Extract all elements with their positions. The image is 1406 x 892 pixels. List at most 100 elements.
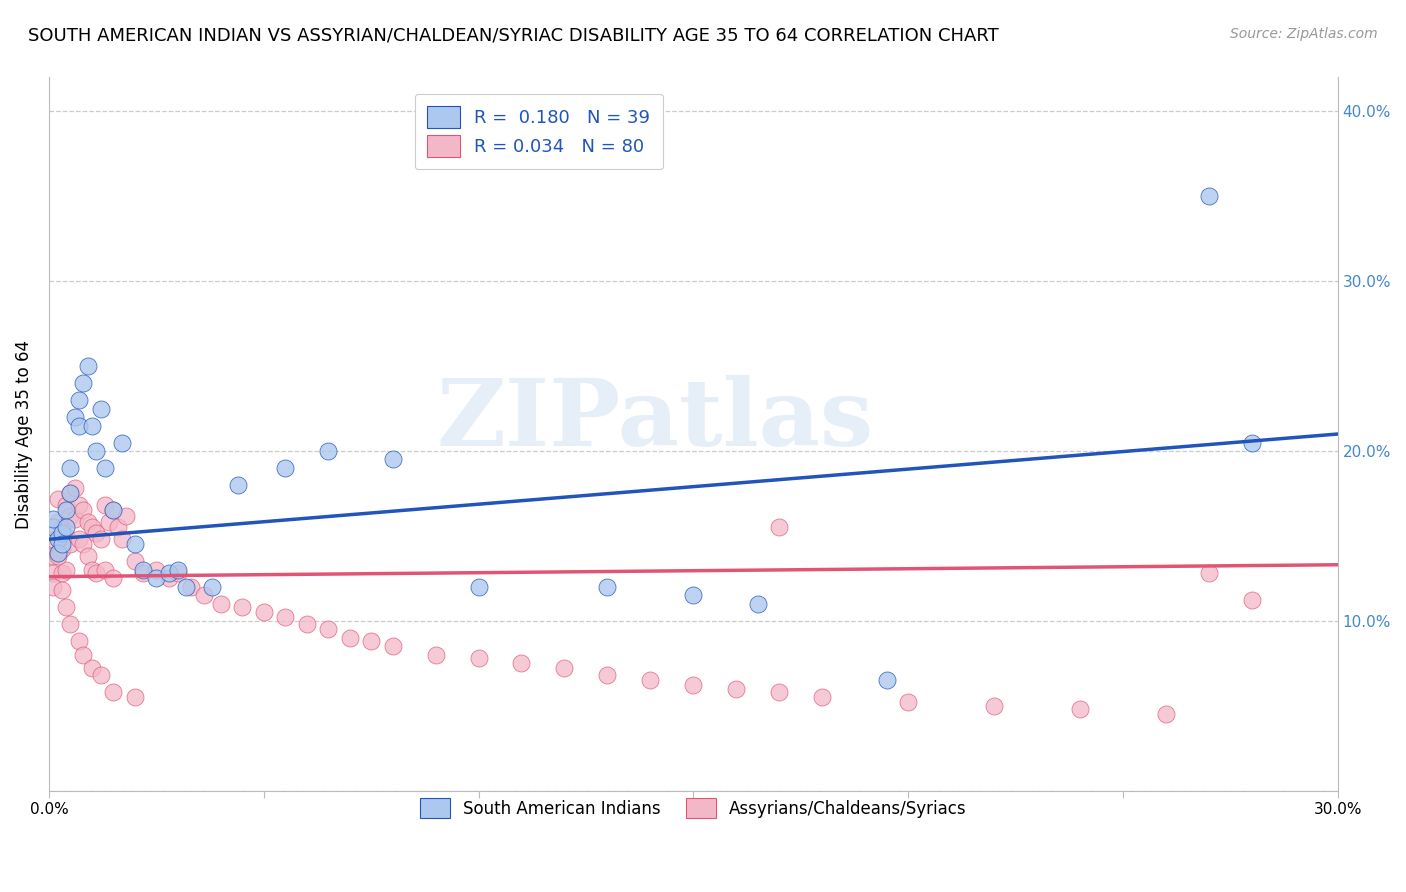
Point [72,376,94,390]
Point [42,520,65,534]
Point [811,690,834,705]
Point [103,571,125,585]
Point [103,685,125,699]
Point [132,566,155,581]
Point [682,678,704,692]
Point [768,520,790,534]
Text: SOUTH AMERICAN INDIAN VS ASSYRIAN/CHALDEAN/SYRIAC DISABILITY AGE 35 TO 64 CORREL: SOUTH AMERICAN INDIAN VS ASSYRIAN/CHALDE… [28,27,998,45]
Point [107,520,129,534]
Point [339,631,361,645]
Point [98,516,121,530]
Point [55,600,77,615]
Point [59,617,82,632]
Point [253,605,276,619]
Point [55,503,77,517]
Point [166,563,188,577]
Point [80,661,103,675]
Point [274,461,297,475]
Point [51,566,73,581]
Y-axis label: Disability Age 35 to 64: Disability Age 35 to 64 [15,340,32,529]
Point [157,566,180,581]
Point [94,461,117,475]
Point [89,668,111,682]
Point [67,634,90,648]
Point [46,516,69,530]
Point [67,533,90,547]
Text: Source: ZipAtlas.com: Source: ZipAtlas.com [1230,27,1378,41]
Point [381,640,404,654]
Point [42,580,65,594]
Point [89,401,111,416]
Point [124,690,146,705]
Point [553,661,575,675]
Point [103,503,125,517]
Point [51,525,73,540]
Point [59,537,82,551]
Point [76,359,98,373]
Point [59,461,82,475]
Point [747,597,769,611]
Point [94,499,117,513]
Legend: South American Indians, Assyrians/Chaldeans/Syriacs: South American Indians, Assyrians/Chalde… [413,791,973,825]
Point [63,481,86,495]
Text: ZIPatlas: ZIPatlas [436,375,873,465]
Point [193,588,215,602]
Point [209,597,232,611]
Point [425,648,447,662]
Point [94,563,117,577]
Point [166,566,188,581]
Point [51,542,73,557]
Point [1154,707,1177,722]
Point [231,600,253,615]
Point [55,563,77,577]
Point [274,610,297,624]
Point [84,566,107,581]
Point [295,617,318,632]
Point [46,491,69,506]
Point [596,668,619,682]
Point [51,537,73,551]
Point [124,537,146,551]
Point [84,525,107,540]
Point [46,546,69,560]
Point [46,533,69,547]
Point [80,418,103,433]
Point [124,554,146,568]
Point [59,486,82,500]
Point [55,520,77,534]
Point [67,499,90,513]
Point [63,410,86,425]
Point [51,520,73,534]
Point [682,588,704,602]
Point [725,681,748,696]
Point [111,533,134,547]
Point [42,566,65,581]
Point [157,571,180,585]
Point [1240,435,1263,450]
Point [55,499,77,513]
Point [467,651,489,665]
Point [145,571,167,585]
Point [640,673,662,688]
Point [72,503,94,517]
Point [80,520,103,534]
Point [132,563,155,577]
Point [226,478,249,492]
Point [72,537,94,551]
Point [89,533,111,547]
Point [145,563,167,577]
Point [46,549,69,564]
Point [42,512,65,526]
Point [51,583,73,598]
Point [55,529,77,543]
Point [80,563,103,577]
Point [1240,593,1263,607]
Point [510,657,533,671]
Point [897,695,920,709]
Point [467,580,489,594]
Point [115,508,138,523]
Point [42,533,65,547]
Point [72,648,94,662]
Point [67,392,90,407]
Point [67,418,90,433]
